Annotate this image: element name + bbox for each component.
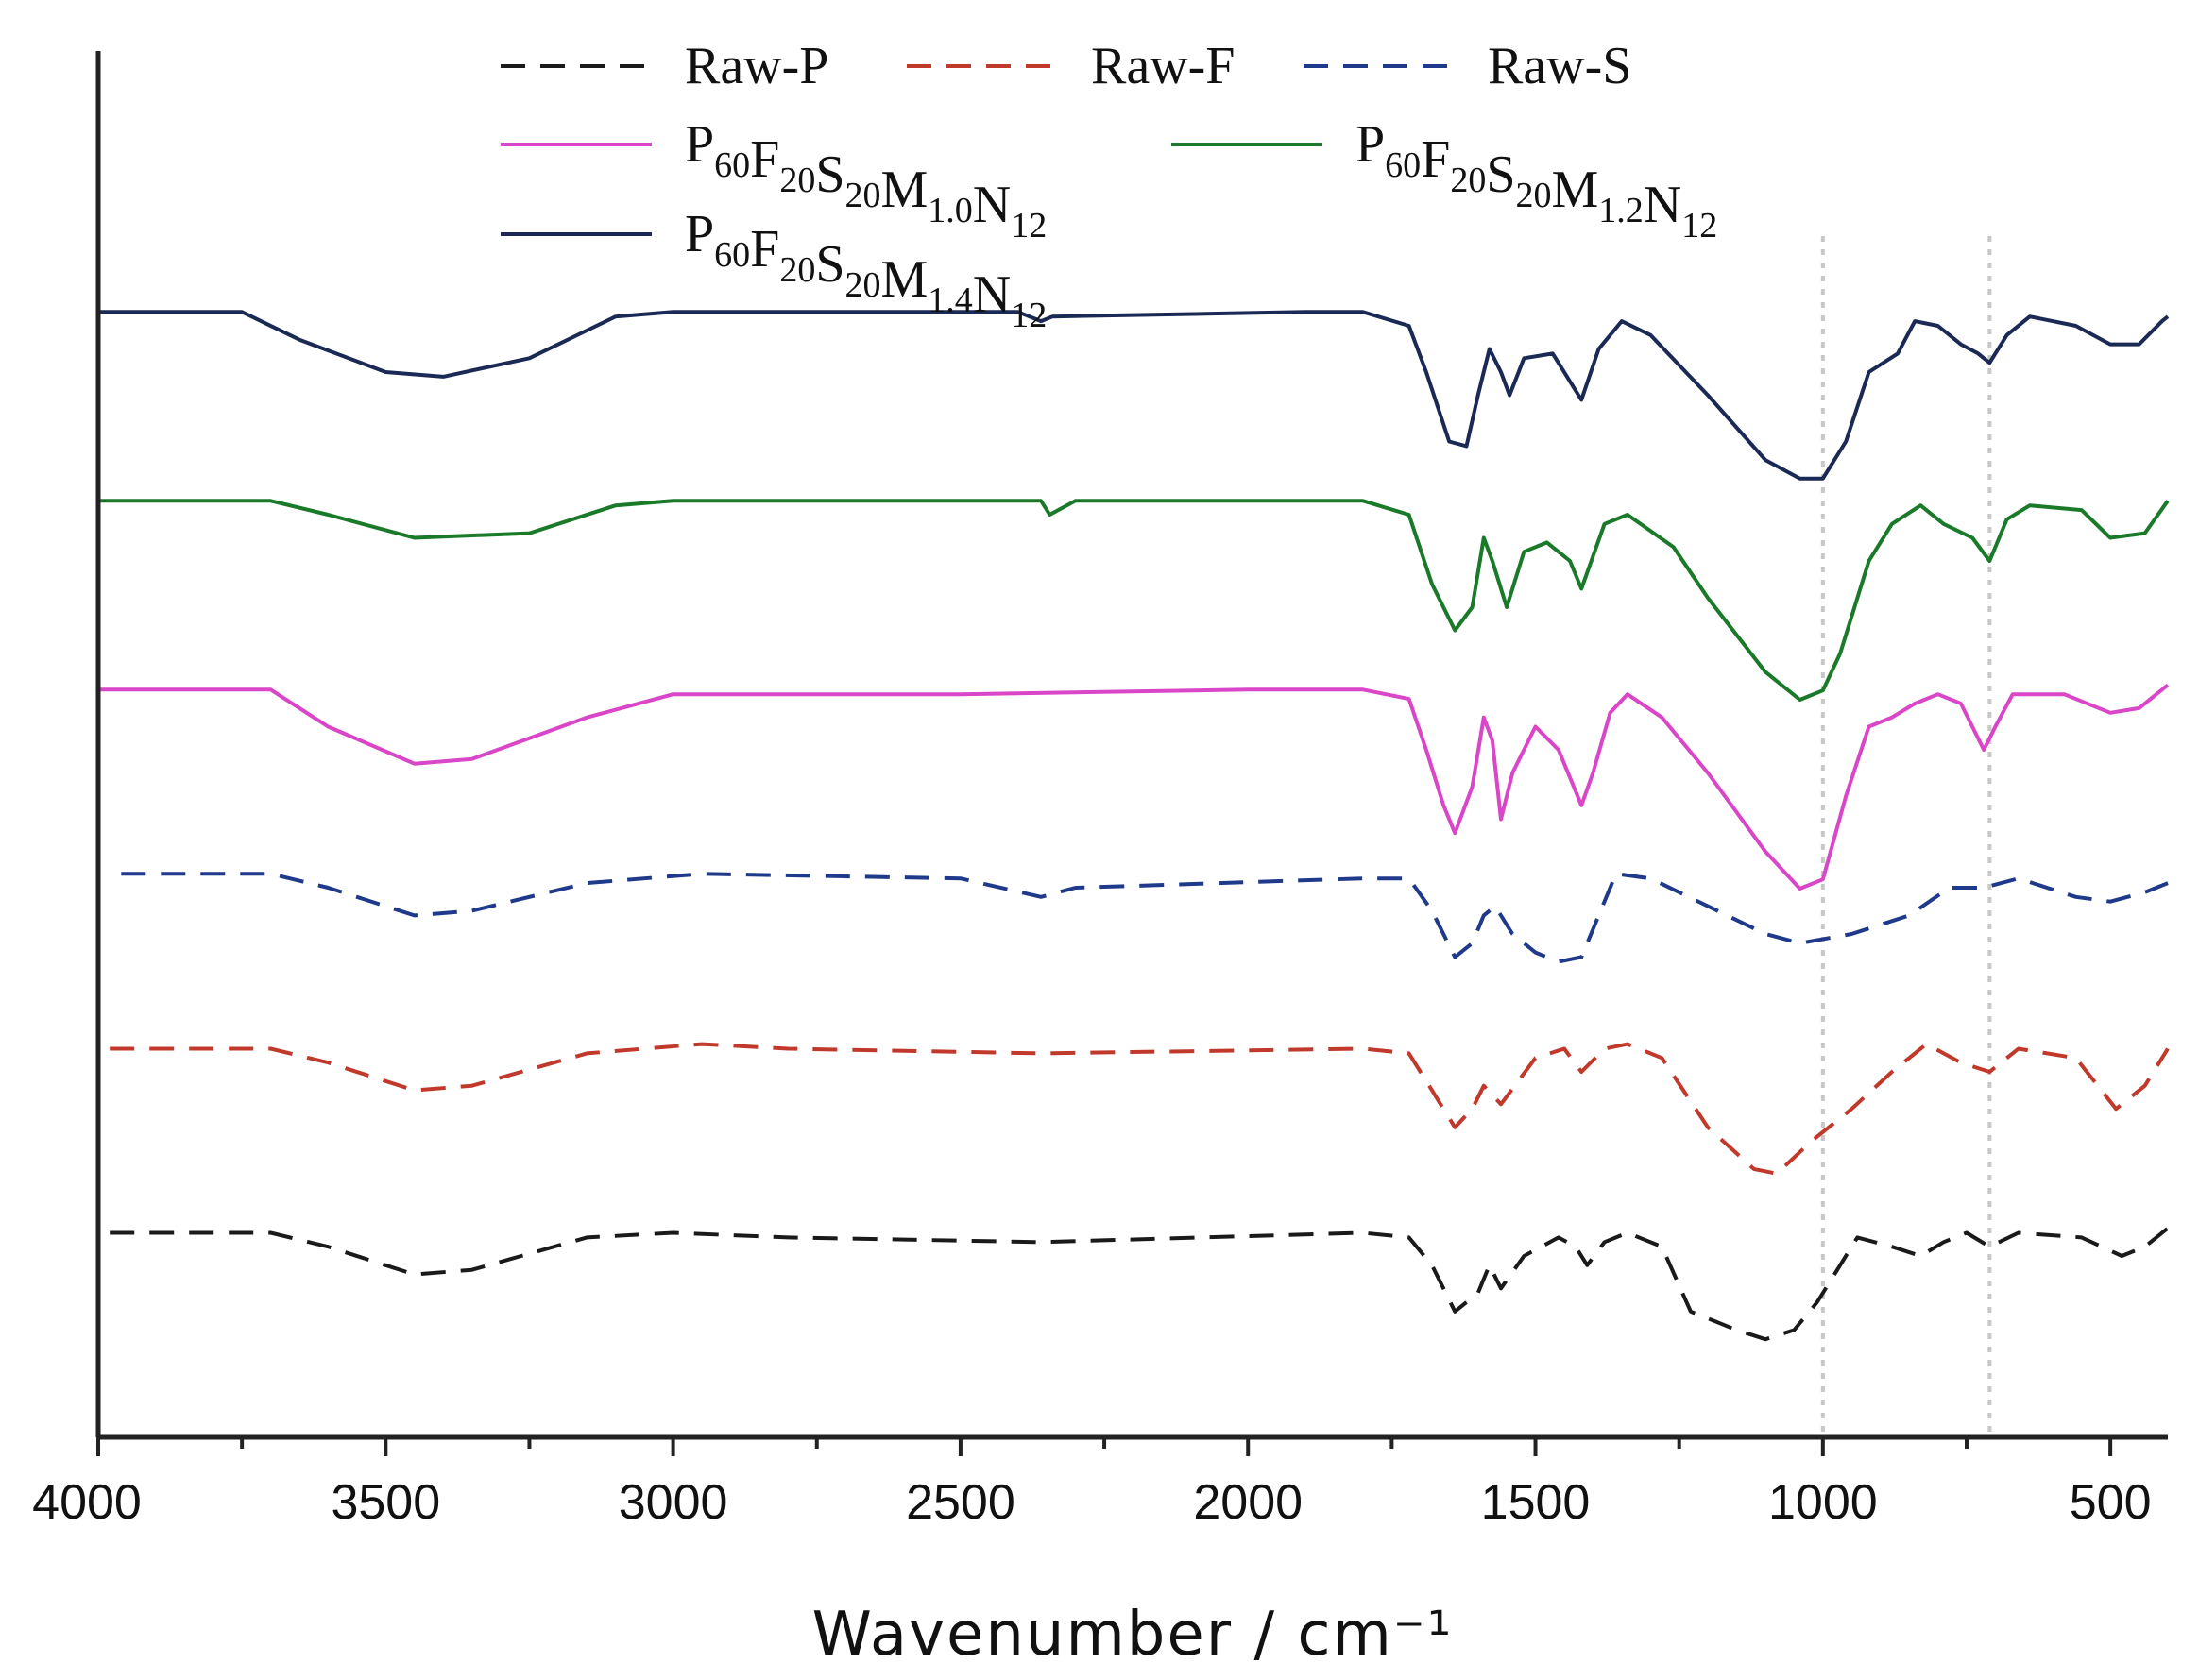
x-tick-label-1000: 1000 [1768, 1475, 1878, 1530]
series-line-3 [121, 872, 2169, 964]
x-tick-label-3500: 3500 [331, 1475, 440, 1530]
series-line-6 [98, 310, 2170, 481]
reference-lines [1820, 236, 1992, 1437]
x-tick-label-4000: 4000 [32, 1475, 142, 1530]
x-tick-label-500: 500 [2070, 1475, 2152, 1530]
series-line-2 [110, 1042, 2170, 1176]
series-line-5 [98, 499, 2170, 702]
legend: Raw-P Raw-F Raw-SP60F20S20M1.0N12P60F20S20… [501, 37, 1717, 335]
series-layer [98, 310, 2170, 1342]
legend-label-4: P60F20S20M1.0N12 [685, 115, 1047, 246]
x-tick-label-1500: 1500 [1481, 1475, 1591, 1530]
legend-label-6: P60F20S20M1.4N12 [685, 205, 1047, 335]
legend-label-5: P60F20S20M1.2N12 [1355, 115, 1717, 246]
x-tick-label-2000: 2000 [1193, 1475, 1303, 1530]
series-line-1 [110, 1227, 2170, 1342]
x-tick-label-3000: 3000 [619, 1475, 728, 1530]
x-ticks: 4000 3500 3000 2500 2000 1500 1000 500 [32, 1437, 2152, 1530]
axes [95, 51, 2168, 1440]
x-axis-title: Wavenumber / cm⁻¹ [812, 1600, 1454, 1670]
legend-label-1: Raw-P [685, 37, 828, 95]
series-line-4 [98, 683, 2170, 891]
legend-label-2: Raw-F [1091, 37, 1235, 95]
x-tick-label-2500: 2500 [906, 1475, 1015, 1530]
legend-label-3: Raw-S [1488, 37, 1631, 95]
